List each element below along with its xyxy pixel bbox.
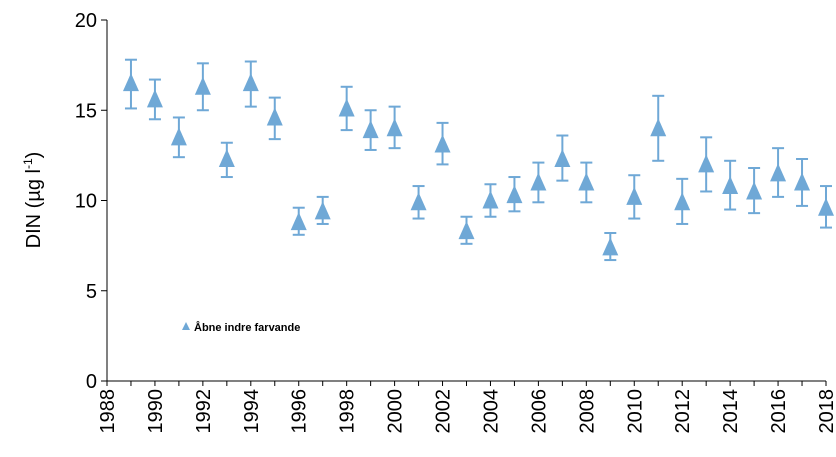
x-tick-label: 2008 — [576, 389, 598, 434]
data-marker-triangle — [386, 118, 403, 137]
data-point — [146, 78, 163, 121]
data-point — [530, 161, 547, 204]
x-tick-label: 1990 — [145, 389, 167, 434]
data-marks — [122, 58, 834, 262]
data-marker-triangle — [698, 154, 715, 173]
data-point — [722, 159, 739, 211]
x-tick-label: 1994 — [241, 389, 263, 434]
data-marker-triangle — [530, 172, 547, 191]
data-point — [122, 58, 139, 110]
data-marker-triangle — [434, 134, 451, 153]
data-point — [602, 231, 619, 262]
axes: 0 5 10 15 20 1988 1990 1992 1994 1996 1998 2000 2002… — [75, 10, 836, 434]
x-tick-label: 2016 — [768, 389, 790, 434]
x-tick-label: 1998 — [337, 389, 359, 434]
data-point — [362, 109, 379, 151]
data-point — [338, 85, 355, 132]
data-marker-triangle — [218, 148, 235, 167]
data-point — [194, 62, 211, 112]
y-tick-label: 0 — [86, 371, 97, 393]
data-marker-triangle — [410, 192, 427, 211]
x-tick-label: 2004 — [480, 389, 502, 434]
x-tick-label: 2010 — [624, 389, 646, 434]
x-tick-label: 2018 — [816, 389, 836, 434]
x-tick-label: 2000 — [385, 389, 407, 434]
data-marker-triangle — [602, 237, 619, 256]
data-marker-triangle — [794, 172, 811, 191]
y-tick-label: 5 — [86, 281, 97, 303]
data-marker-triangle — [314, 201, 331, 220]
data-marker-triangle — [458, 221, 475, 240]
data-marker-triangle — [770, 163, 787, 182]
data-point — [746, 167, 763, 215]
legend-marker-triangle — [182, 322, 190, 330]
data-marker-triangle — [122, 73, 139, 92]
data-marker-triangle — [554, 148, 571, 167]
data-point — [554, 134, 571, 182]
data-marker-triangle — [506, 185, 523, 204]
x-tick-label: 2002 — [433, 389, 455, 434]
data-point — [458, 215, 475, 245]
data-marker-triangle — [650, 118, 667, 137]
x-tick-label: 1992 — [193, 389, 215, 434]
y-tick-label: 15 — [75, 100, 97, 122]
data-marker-triangle — [482, 190, 499, 209]
data-marker-triangle — [746, 181, 763, 200]
data-point — [770, 147, 787, 198]
data-marker-triangle — [242, 73, 259, 92]
data-marker-triangle — [626, 186, 643, 205]
x-tick-label: 1988 — [97, 389, 119, 434]
data-marker-triangle — [338, 98, 355, 117]
x-tick-label: 1996 — [289, 389, 311, 434]
x-tick-label: 2014 — [720, 389, 742, 434]
data-point — [434, 121, 451, 166]
data-point — [386, 105, 403, 150]
x-tick-label: 2006 — [528, 389, 550, 434]
y-axis-title: DIN (µg l-1) — [21, 152, 45, 249]
data-point — [698, 136, 715, 193]
data-marker-triangle — [266, 107, 283, 126]
data-marker-triangle — [674, 192, 691, 211]
data-marker-triangle — [194, 76, 211, 95]
data-point — [674, 177, 691, 225]
x-tick-label: 2012 — [672, 389, 694, 434]
legend-label: Åbne indre farvande — [194, 321, 300, 334]
data-point — [410, 185, 427, 220]
data-point — [242, 60, 259, 108]
data-marker-triangle — [146, 89, 163, 108]
data-point — [506, 176, 523, 213]
data-point — [266, 96, 283, 141]
data-marker-triangle — [818, 197, 834, 216]
data-point — [170, 116, 187, 159]
data-point — [218, 141, 235, 179]
data-point — [626, 174, 643, 220]
data-marker-triangle — [290, 212, 307, 231]
data-point — [314, 195, 331, 225]
y-tick-label: 10 — [75, 191, 97, 213]
data-point — [482, 183, 499, 218]
y-tick-label: 20 — [75, 10, 97, 32]
data-marker-triangle — [170, 127, 187, 146]
data-marker-triangle — [578, 172, 595, 191]
data-point — [578, 161, 595, 204]
data-point — [650, 94, 667, 162]
y-axis-title-group: DIN (µg l-1) — [21, 152, 45, 249]
data-marker-triangle — [362, 120, 379, 139]
data-point — [794, 157, 811, 207]
data-point — [290, 206, 307, 236]
data-point — [818, 185, 834, 229]
legend: Åbne indre farvande — [182, 321, 300, 334]
data-marker-triangle — [722, 176, 739, 195]
